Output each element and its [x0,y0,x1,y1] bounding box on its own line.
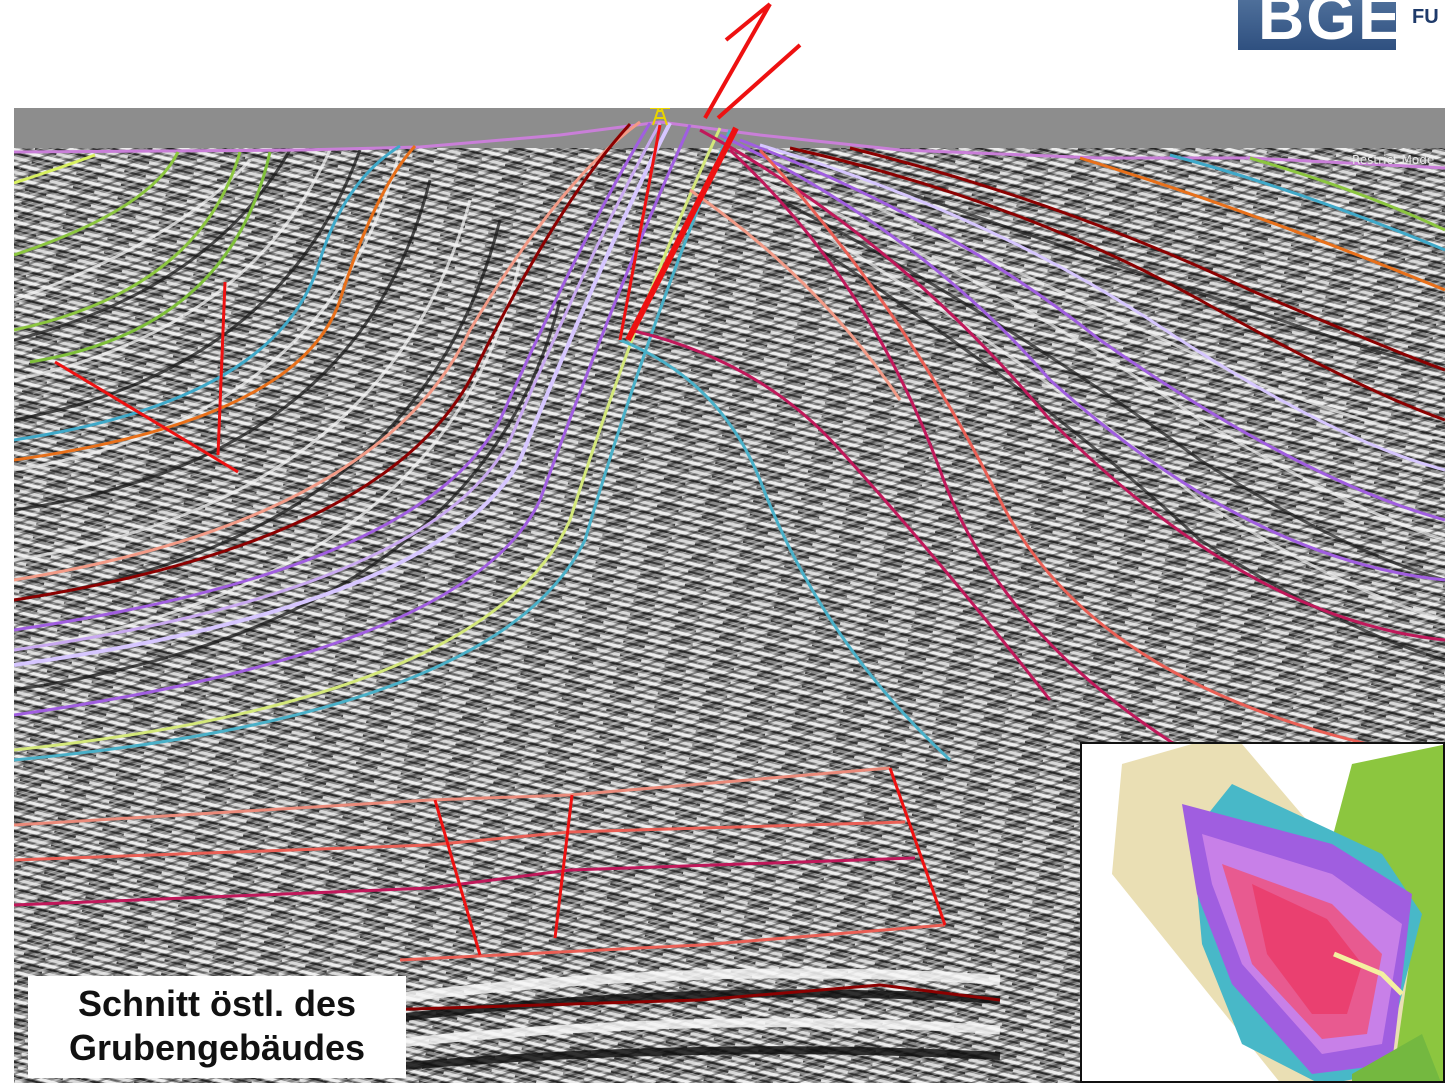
model-3d-inset [1080,742,1445,1083]
logo-box [1238,0,1396,50]
caption-box: Schnitt östl. des Grubengebäudes [28,976,406,1078]
left-horizons [14,144,417,462]
bottom-reflectors [379,968,1001,1072]
model-highlight-streak [1333,951,1404,996]
fault-offset-arrows-icon [703,2,802,120]
faults [54,124,947,956]
restrict-mode-label: Restrict Mode [1352,153,1435,167]
logo-text: BGE [1258,0,1403,53]
drill-rig-icon [650,108,670,126]
right-flank-reflectors [759,178,1445,662]
right-horizons [619,128,1445,762]
model-red-core [1252,884,1362,1014]
model-green-foreground [1352,1034,1441,1081]
salt-dome-3d-model [1112,744,1443,1081]
caption-line-2: Grubengebäudes [68,1027,366,1068]
lower-horizons [14,766,1001,1012]
main-fault [625,126,739,342]
caption-line-1: Schnitt östl. des [77,983,357,1024]
logo-subtext: FU [1412,6,1439,28]
surface-horizon [14,120,1445,170]
